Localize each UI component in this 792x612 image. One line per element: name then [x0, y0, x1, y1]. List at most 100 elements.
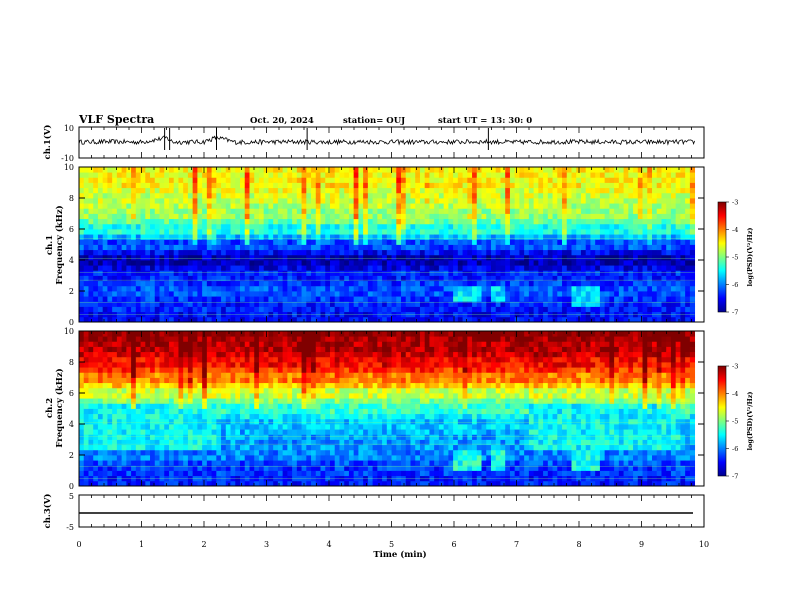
spectrogram-cell [107, 377, 113, 384]
spectrogram-cell [476, 270, 482, 276]
spectrogram-cell [325, 218, 331, 225]
spectrogram-cell [97, 346, 104, 353]
spectrogram-cell [580, 244, 587, 251]
spectrogram-cell [382, 187, 388, 194]
spectrogram-cell [434, 229, 440, 235]
spectrogram-cell [538, 223, 544, 230]
spectrogram-cell [150, 372, 156, 378]
spectrogram-cell [249, 192, 255, 199]
spectrogram-cell [145, 424, 151, 430]
spectrogram-cell [121, 172, 127, 178]
spectrogram-cell [628, 280, 634, 287]
spectrogram-cell [377, 177, 383, 183]
spectrogram-cell [164, 367, 170, 373]
spectrogram-cell [391, 260, 397, 266]
spectrogram-cell [462, 265, 468, 271]
spectrogram-cell [467, 187, 473, 194]
spectrogram-cell [268, 265, 274, 271]
spectrogram-cell [571, 208, 577, 214]
spectrogram-cell [221, 418, 227, 425]
spectrogram-cell [623, 270, 629, 276]
spectrogram-cell [443, 280, 449, 287]
spectrogram-cell [396, 208, 402, 214]
spectrogram-cell [88, 346, 94, 353]
spectrogram-cell [83, 306, 89, 313]
spectrogram-cell [595, 249, 601, 256]
spectrogram-cell [235, 270, 241, 276]
spectrogram-cell [462, 187, 468, 194]
spectrogram-cell [363, 316, 369, 323]
spectrogram-cell [429, 280, 435, 287]
spectrogram-cell [107, 351, 113, 358]
spectrogram-cell [296, 208, 302, 214]
spectrogram-cell [514, 203, 520, 209]
spectrogram-cell [211, 331, 217, 337]
spectrogram-cell [372, 316, 378, 323]
spectrogram-cell [168, 316, 175, 323]
spectrogram-cell [159, 362, 165, 368]
spectrogram-cell [467, 182, 473, 189]
spectrogram-cell [410, 198, 416, 204]
spectrogram-cell [206, 393, 212, 399]
spectrogram-cell [168, 192, 175, 199]
spectrogram-cell [258, 177, 265, 183]
spectrogram-cell [126, 413, 132, 420]
spectrogram-cell [675, 182, 681, 189]
spectrogram-cell [628, 167, 634, 173]
spectrogram-cell [396, 218, 402, 225]
spectrogram-cell [386, 270, 392, 276]
spectrogram-cell [614, 296, 620, 302]
spectrogram-cell [547, 260, 553, 266]
spectrogram-cell [528, 198, 535, 204]
spectrogram-cell [457, 260, 463, 266]
spectrogram-cell [211, 239, 217, 245]
spectrogram-cell [363, 275, 369, 282]
spectrogram-cell [306, 213, 312, 220]
spectrogram-cell [486, 316, 492, 323]
spectrogram-cell [197, 444, 203, 451]
spectrogram-cell [434, 177, 440, 183]
spectrogram-cell [401, 260, 407, 266]
spectrogram-cell [254, 167, 260, 173]
spectrogram-cell [168, 167, 175, 173]
spectrogram-cell [320, 265, 326, 271]
spectrogram-cell [614, 177, 620, 183]
spectrogram-cell [680, 213, 686, 220]
spectrogram-cell [599, 177, 606, 183]
spectrogram-cell [206, 249, 212, 256]
spectrogram-cell [434, 280, 440, 287]
spectrogram-cell [472, 280, 478, 287]
spectrogram-cell [88, 408, 94, 415]
spectrogram-cell [652, 270, 658, 276]
spectrogram-cell [405, 291, 411, 297]
spectrogram-cell [93, 418, 99, 425]
spectrogram-cell [505, 223, 511, 230]
spectrogram-cell [453, 234, 459, 240]
spectrogram-cell [273, 285, 279, 292]
spectrogram-cell [401, 270, 407, 276]
spectrogram-cell [121, 346, 127, 353]
spectrogram-cell [320, 260, 326, 266]
spectrogram-cell [628, 229, 634, 235]
spectrogram-cell [599, 182, 606, 189]
spectrogram-cell [235, 429, 241, 435]
spectrogram-cell [519, 239, 525, 245]
spectrogram-cell [83, 285, 89, 292]
spectrogram-cell [164, 408, 170, 415]
spectrogram-cell [150, 480, 156, 487]
spectrogram-cell [509, 218, 516, 225]
spectrogram-cell [467, 254, 473, 261]
spectrogram-cell [580, 172, 587, 178]
spectrogram-cell [429, 223, 435, 230]
spectrogram-cell [97, 270, 104, 276]
spectrogram-cell [457, 213, 463, 220]
spectrogram-cell [306, 223, 312, 230]
spectrogram-cell [221, 372, 227, 378]
spectrogram-cell [367, 270, 374, 276]
spectrogram-cell [358, 177, 364, 183]
spectrogram-cell [211, 187, 217, 194]
spectrogram-cell [514, 291, 520, 297]
spectrogram-cell [292, 254, 298, 261]
spectrogram-cell [367, 285, 374, 292]
spectrogram-cell [221, 244, 227, 251]
